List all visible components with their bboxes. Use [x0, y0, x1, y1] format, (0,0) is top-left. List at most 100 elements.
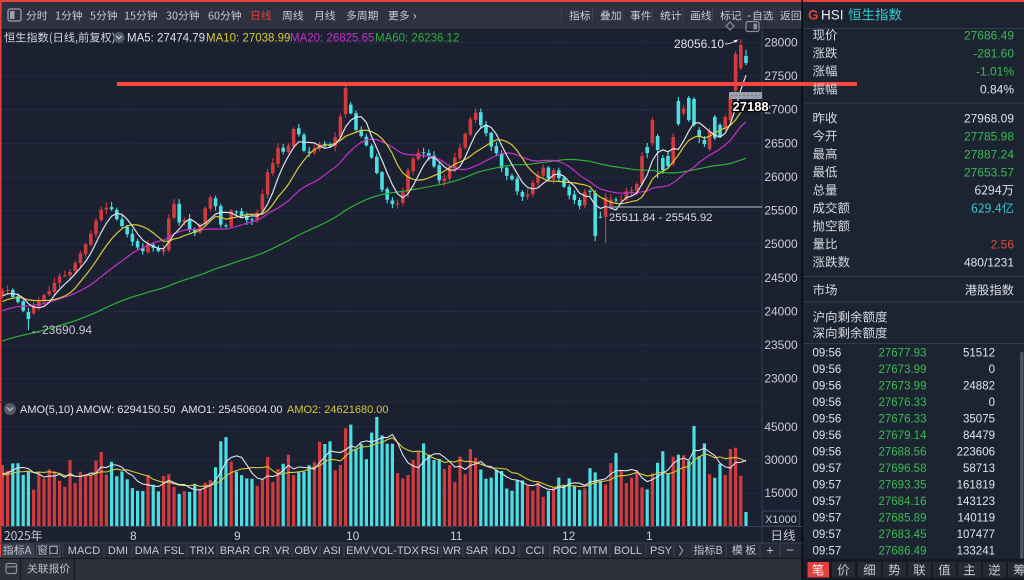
svg-text:27887.24: 27887.24 — [964, 148, 1014, 162]
svg-text:27673.99: 27673.99 — [879, 364, 927, 376]
svg-text:1: 1 — [646, 529, 653, 543]
svg-text:HSI: HSI — [821, 8, 844, 23]
svg-text:DMI: DMI — [108, 545, 128, 557]
svg-text:09:56: 09:56 — [813, 397, 842, 409]
svg-text:143123: 143123 — [957, 496, 995, 508]
svg-text:23000: 23000 — [764, 372, 798, 386]
svg-text:09:57: 09:57 — [813, 513, 842, 525]
svg-text:RSI: RSI — [421, 545, 439, 557]
svg-text:09:57: 09:57 — [813, 529, 842, 541]
svg-text:15000: 15000 — [764, 486, 798, 500]
svg-text:0: 0 — [989, 364, 995, 376]
svg-text:2.56: 2.56 — [991, 238, 1015, 252]
svg-text:MA20: 26825.65: MA20: 26825.65 — [290, 33, 374, 45]
svg-text:27968.09: 27968.09 — [964, 112, 1014, 126]
svg-text:27683.45: 27683.45 — [879, 529, 927, 541]
svg-text:9: 9 — [234, 529, 241, 543]
svg-text:09:56: 09:56 — [813, 364, 842, 376]
svg-text:09:57: 09:57 — [813, 496, 842, 508]
svg-text:26000: 26000 — [764, 170, 798, 184]
svg-text:45000: 45000 — [764, 420, 798, 434]
svg-text:223606: 223606 — [957, 447, 995, 459]
svg-text:TRIX: TRIX — [189, 545, 215, 557]
svg-text:27500: 27500 — [764, 69, 798, 83]
svg-text:25511.84 - 25545.92: 25511.84 - 25545.92 — [609, 212, 712, 224]
svg-text:0: 0 — [989, 397, 995, 409]
svg-text:+: + — [766, 543, 774, 558]
svg-text:27679.14: 27679.14 — [879, 430, 928, 442]
svg-text:09:56: 09:56 — [813, 348, 842, 360]
svg-text:27000: 27000 — [764, 103, 798, 117]
svg-text:EMV: EMV — [346, 545, 371, 557]
svg-text:←23690.94: ←23690.94 — [30, 323, 92, 337]
svg-text:MA60: 26236.12: MA60: 26236.12 — [375, 33, 459, 45]
svg-text:27688.56: 27688.56 — [879, 447, 927, 459]
svg-text:27684.16: 27684.16 — [879, 496, 927, 508]
svg-text:26500: 26500 — [764, 136, 798, 150]
svg-text:FSL: FSL — [164, 545, 184, 557]
svg-text:10: 10 — [346, 529, 360, 543]
svg-text:27677.93: 27677.93 — [879, 348, 927, 360]
svg-text:-1.01%: -1.01% — [976, 65, 1014, 79]
svg-text:MTM: MTM — [582, 545, 607, 557]
svg-text:27653.57: 27653.57 — [964, 166, 1014, 180]
svg-text:BOLL: BOLL — [614, 545, 642, 557]
svg-text:VOL-TDX: VOL-TDX — [371, 545, 419, 557]
svg-text:23500: 23500 — [764, 338, 798, 352]
svg-text:27686.49: 27686.49 — [879, 546, 927, 558]
svg-text:09:57: 09:57 — [813, 480, 842, 492]
svg-text:-: - — [747, 8, 751, 22]
svg-text:-281.60: -281.60 — [973, 47, 1014, 61]
svg-text:〉: 〉 — [679, 545, 690, 558]
svg-text:KDJ: KDJ — [495, 545, 516, 557]
svg-text:WR: WR — [443, 545, 461, 557]
svg-text:8: 8 — [130, 529, 137, 543]
svg-text:ASI: ASI — [323, 545, 341, 557]
svg-text:09:57: 09:57 — [813, 463, 842, 475]
svg-text:09:56: 09:56 — [813, 447, 842, 459]
svg-text:27188: 27188 — [733, 99, 769, 114]
svg-text:MA10: 27038.99: MA10: 27038.99 — [206, 33, 290, 45]
svg-text:133241: 133241 — [957, 546, 995, 558]
svg-text:AMO2: 24621680.00: AMO2: 24621680.00 — [287, 404, 389, 416]
svg-text:VR: VR — [274, 545, 289, 557]
svg-text:24500: 24500 — [764, 271, 798, 285]
svg-text:−: − — [786, 543, 794, 558]
svg-text:SAR: SAR — [466, 545, 489, 557]
svg-text:27685.89: 27685.89 — [879, 513, 927, 525]
svg-text:09:56: 09:56 — [813, 414, 842, 426]
svg-text:58713: 58713 — [963, 463, 995, 475]
svg-text:107477: 107477 — [957, 529, 995, 541]
svg-text:27676.33: 27676.33 — [879, 414, 927, 426]
svg-text:30000: 30000 — [764, 453, 798, 467]
svg-text:CCI: CCI — [526, 545, 545, 557]
svg-text:PSY: PSY — [650, 545, 673, 557]
svg-text:27693.35: 27693.35 — [879, 480, 927, 492]
svg-text:DMA: DMA — [135, 545, 160, 557]
svg-text:0.84%: 0.84% — [980, 83, 1014, 97]
svg-text:AMO(5,10): AMO(5,10) — [20, 404, 74, 416]
svg-text:28000: 28000 — [764, 36, 798, 50]
svg-text:11: 11 — [450, 529, 463, 543]
svg-text:480/1231: 480/1231 — [964, 256, 1014, 270]
svg-text:AMOW: 6294150.50: AMOW: 6294150.50 — [76, 404, 175, 416]
svg-text:27676.33: 27676.33 — [879, 397, 927, 409]
svg-text:27696.58: 27696.58 — [879, 463, 927, 475]
svg-text:CR: CR — [254, 545, 270, 557]
svg-text:140119: 140119 — [957, 513, 995, 525]
svg-text:09:56: 09:56 — [813, 381, 842, 393]
svg-text:BRAR: BRAR — [220, 545, 251, 557]
svg-text:35075: 35075 — [963, 414, 995, 426]
svg-text:G: G — [808, 8, 819, 23]
svg-text:25000: 25000 — [764, 237, 798, 251]
svg-text:OBV: OBV — [294, 545, 318, 557]
svg-text:27673.99: 27673.99 — [879, 381, 927, 393]
svg-text:27686.49: 27686.49 — [964, 29, 1014, 43]
svg-text:X1000: X1000 — [765, 514, 797, 526]
svg-text:MA5: 27474.79: MA5: 27474.79 — [127, 33, 205, 45]
svg-text:›: › — [413, 11, 417, 23]
svg-text:24882: 24882 — [963, 381, 995, 393]
svg-text:09:56: 09:56 — [813, 430, 842, 442]
svg-text:24000: 24000 — [764, 305, 798, 319]
svg-text:12: 12 — [562, 529, 576, 543]
